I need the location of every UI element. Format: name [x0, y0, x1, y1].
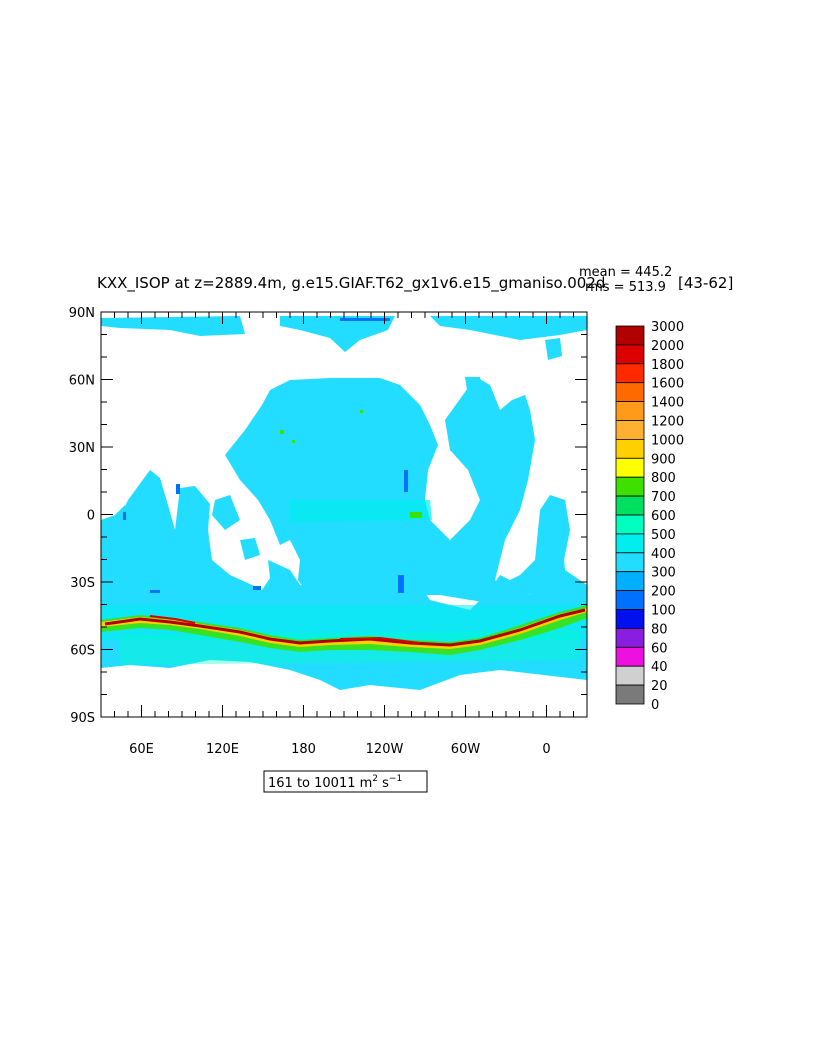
colorbar-level-label: 1800 — [651, 358, 684, 373]
colorbar-level-label: 500 — [651, 528, 676, 543]
colorbar-swatch — [615, 325, 645, 346]
lat-tick-label: 30N — [69, 441, 95, 456]
green-spots — [280, 410, 422, 518]
range-label-box — [263, 770, 428, 793]
colorbar-swatch — [615, 609, 645, 629]
colorbar-level-label: 40 — [651, 660, 668, 675]
colorbar-swatch — [615, 495, 645, 516]
colorbar-swatch — [615, 363, 645, 384]
lat-tick-label: 60N — [69, 374, 95, 389]
years-label: [43-62] — [678, 274, 733, 292]
latitude-axis: 90N 60N 30N 0 30S 60S 90S — [69, 306, 587, 726]
low-value-spots — [123, 318, 408, 593]
colorbar-level-label: 2000 — [651, 339, 684, 354]
colorbar-swatch — [615, 344, 645, 365]
colorbar-swatch — [615, 628, 645, 648]
colorbar-level-label: 60 — [651, 641, 668, 656]
colorbar-swatch — [615, 646, 645, 667]
colorbar-swatch — [615, 401, 645, 421]
acc-band — [101, 605, 587, 655]
colorbar-swatch — [615, 438, 645, 459]
colorbar-level-label: 100 — [651, 604, 676, 619]
colorbar-level-label: 1200 — [651, 415, 684, 430]
lon-tick-label: 120E — [206, 742, 239, 757]
colorbar-level-label: 3000 — [651, 320, 684, 335]
colorbar-level-label: 200 — [651, 585, 676, 600]
colorbar-swatch — [615, 684, 645, 705]
longitude-axis: 60E 120E 180 120W 60W 0 — [114, 312, 574, 757]
colorbar-swatch — [615, 476, 645, 497]
colorbar-swatch — [615, 590, 645, 610]
colorbar-swatch — [615, 571, 645, 592]
lon-tick-label: 60W — [451, 742, 481, 757]
colorbar-level-label: 700 — [651, 490, 676, 505]
colorbar-level-label: 0 — [651, 698, 659, 713]
colorbar-level-label: 600 — [651, 509, 676, 524]
colorbar-level-label: 800 — [651, 471, 676, 486]
map — [101, 312, 587, 717]
lat-tick-label: 90N — [69, 306, 95, 321]
colorbar-swatch — [615, 533, 645, 554]
colorbar-swatch — [615, 457, 645, 478]
plot-title: KXX_ISOP at z=2889.4m, g.e15.GIAF.T62_gx… — [97, 274, 605, 293]
colorbar-swatch — [615, 552, 645, 573]
colorbar-level-label: 400 — [651, 547, 676, 562]
colorbar-level-label: 20 — [651, 679, 668, 694]
colorbar-swatch — [615, 514, 645, 535]
colorbar-level-label: 1000 — [651, 433, 684, 448]
colorbar-swatch — [615, 665, 645, 686]
colorbar-level-label: 1600 — [651, 377, 684, 392]
colorbar-level-label: 1400 — [651, 396, 684, 411]
range-label: 161 to 10011 m2 s−1 — [268, 774, 402, 791]
lat-tick-label: 90S — [70, 711, 95, 726]
lon-tick-label: 180 — [291, 742, 316, 757]
lon-tick-label: 0 — [542, 742, 550, 757]
colorbar-level-label: 300 — [651, 566, 676, 581]
colorbar-level-label: 80 — [651, 622, 668, 637]
lat-tick-label: 0 — [87, 509, 95, 524]
mean-label: mean = 445.2 — [579, 265, 672, 280]
lon-tick-label: 60E — [129, 742, 154, 757]
colorbar-swatch — [615, 420, 645, 440]
colorbar-level-label: 900 — [651, 452, 676, 467]
lat-tick-label: 60S — [70, 644, 95, 659]
lat-tick-label: 30S — [70, 576, 95, 591]
lon-tick-label: 120W — [366, 742, 404, 757]
colorbar-swatch — [615, 382, 645, 403]
rms-label: rms = 513.9 — [585, 280, 666, 295]
colorbar: 3000200018001600140012001000900800700600… — [615, 320, 684, 713]
